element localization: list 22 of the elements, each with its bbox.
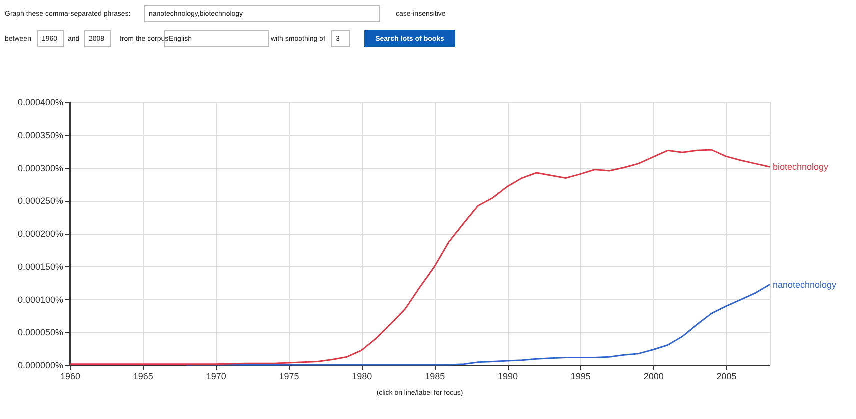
y-tick-label: 0.000050% [18, 328, 64, 338]
y-tick-label: 0.000350% [18, 130, 64, 140]
x-tick-label: 2005 [716, 372, 737, 382]
x-tick-label: 1960 [60, 372, 81, 382]
x-tick-label: 1980 [352, 372, 372, 382]
line-series [186, 284, 771, 366]
y-tick-label: 0.000150% [18, 262, 64, 272]
x-tick-label: 1990 [498, 372, 518, 382]
x-tick-label: 1985 [425, 372, 446, 382]
y-tick-label: 0.000100% [18, 294, 64, 305]
y-tick-label: 0.000300% [18, 163, 64, 174]
x-tick-label: 1970 [206, 372, 226, 382]
y-tick-label: 0.000000% [18, 360, 64, 370]
y-tick-label: 0.000200% [18, 229, 64, 239]
x-tick-label: 1995 [570, 372, 591, 382]
x-tick-label: 1975 [279, 372, 300, 382]
x-tick-label: 1965 [133, 372, 154, 382]
y-tick-label: 0.000400% [18, 98, 64, 108]
series-label: biotechnology [773, 162, 830, 172]
series-label: nanotechnology [773, 280, 838, 290]
y-tick-label: 0.000250% [18, 196, 64, 206]
x-tick-label: 2000 [644, 372, 664, 382]
